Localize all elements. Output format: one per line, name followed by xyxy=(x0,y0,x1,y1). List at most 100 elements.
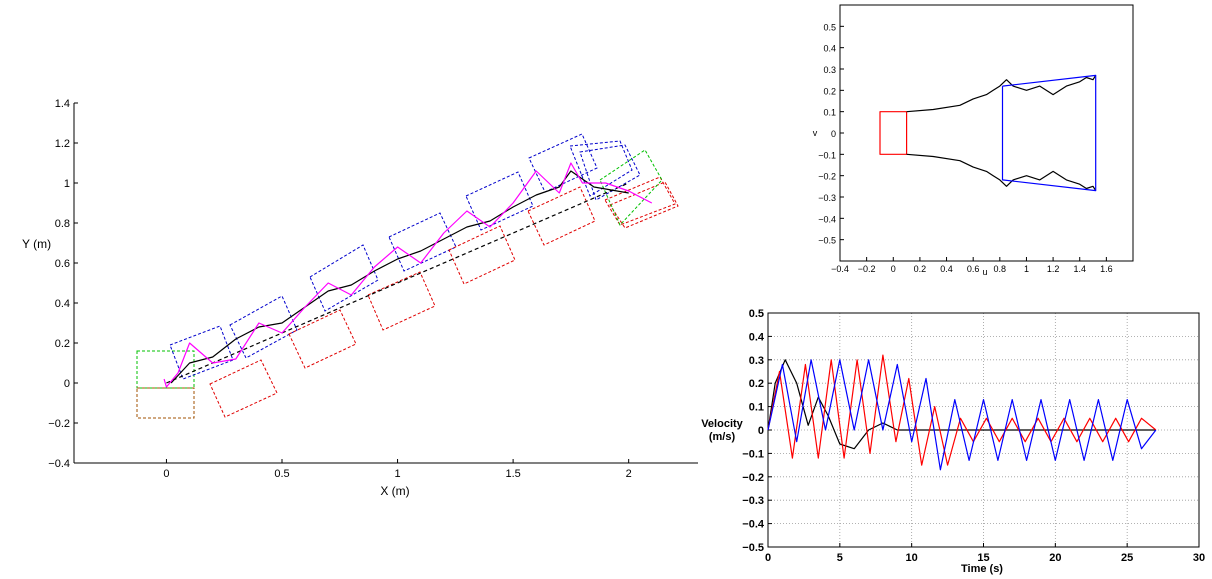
y-tick-label: −0.1 xyxy=(818,150,836,160)
y-axis-label-line1: Velocity xyxy=(701,418,743,430)
red-box xyxy=(527,186,596,246)
x-tick-labels: 0 5 10 15 20 25 30 xyxy=(765,543,1205,564)
y-axis-label: v xyxy=(813,128,818,138)
y-tick-label: −0.3 xyxy=(818,193,836,203)
series-line-1 xyxy=(767,354,1157,466)
velocity-plot: Time (s) Velocity (m/s) 0 5 10 15 20 25 30 −0.… xyxy=(701,308,1205,575)
red-box xyxy=(209,359,278,418)
red-boxes xyxy=(209,176,679,418)
x-tick-label: 0 xyxy=(163,468,169,480)
y-tick-label: 1 xyxy=(64,178,70,190)
y-tick-label: 0.3 xyxy=(749,355,764,367)
x-tick-label: −0.2 xyxy=(858,264,876,274)
x-tick-label: 25 xyxy=(1121,552,1133,564)
plot-frame xyxy=(839,4,1134,262)
y-tick-label: −0.4 xyxy=(818,214,836,224)
series-line-0 xyxy=(879,111,908,155)
blue-box xyxy=(528,133,598,193)
y-tick-label: −0.5 xyxy=(742,542,764,554)
series-line-2 xyxy=(767,359,1157,471)
x-tick-label: 0.5 xyxy=(274,468,289,480)
x-tick-labels: −0.4 −0.2 0 0.2 0.4 0.6 0.8 1 1.2 1.4 1.6 xyxy=(831,257,1113,274)
y-tick-label: −0.3 xyxy=(742,495,764,507)
y-tick-label: 0.5 xyxy=(749,308,764,320)
y-axis-label: Y (m) xyxy=(22,237,51,251)
blue-box xyxy=(569,140,633,197)
blue-box xyxy=(169,325,234,380)
y-tick-label: −0.4 xyxy=(742,519,765,531)
x-axis-label: X (m) xyxy=(380,484,409,498)
y-tick-label: 0.6 xyxy=(55,258,70,270)
blue-box xyxy=(229,295,298,359)
x-tick-label: 5 xyxy=(837,552,843,564)
y-tick-label: 0.3 xyxy=(823,65,836,75)
x-tick-label: 0 xyxy=(891,264,896,274)
series-line-0 xyxy=(767,359,1156,450)
y-tick-label: 0 xyxy=(758,425,764,437)
y-axis-label-line2: (m/s) xyxy=(709,431,736,443)
y-tick-label: 0 xyxy=(64,378,70,390)
x-tick-label: 30 xyxy=(1193,552,1205,564)
blue-box xyxy=(465,171,534,231)
y-tick-label: −0.4 xyxy=(48,458,70,470)
x-tick-label: 1.2 xyxy=(1047,264,1060,274)
x-tick-label: 0.6 xyxy=(967,264,980,274)
y-tick-label: −0.5 xyxy=(818,236,836,246)
y-tick-label: 0 xyxy=(831,129,836,139)
uv-plot: u v −0.4 −0.2 0 0.2 0.4 0.6 0.8 1 1.2 1.4 1.6 −0.5… xyxy=(813,4,1134,277)
x-tick-label: 10 xyxy=(906,552,918,564)
blue-box xyxy=(309,244,379,312)
uv-series xyxy=(879,74,1097,192)
red-box xyxy=(604,176,676,226)
robot-footprint-boxes xyxy=(136,133,679,419)
x-axis-label: Time (s) xyxy=(961,563,1003,575)
y-tick-label: 0.2 xyxy=(749,378,764,390)
x-tick-label: 0.4 xyxy=(940,264,953,274)
y-tick-label: 0.4 xyxy=(55,298,70,310)
series-line-2 xyxy=(163,162,653,388)
x-tick-label: 1.5 xyxy=(505,468,520,480)
y-tick-label: 0.1 xyxy=(749,402,764,414)
y-tick-label: 0.2 xyxy=(55,338,70,350)
y-tick-label: −0.2 xyxy=(742,472,764,484)
x-tick-label: 1 xyxy=(1024,264,1029,274)
y-tick-label: −0.2 xyxy=(48,418,70,430)
x-tick-label: 15 xyxy=(977,552,989,564)
series-line-1 xyxy=(166,182,629,384)
velocity-series xyxy=(767,354,1157,471)
start-box-brown xyxy=(136,387,195,419)
x-tick-label: −0.4 xyxy=(831,264,849,274)
y-tick-label: 0.5 xyxy=(823,22,836,32)
y-tick-label: 0.4 xyxy=(823,44,836,54)
trajectory-series xyxy=(163,162,653,388)
y-tick-label: 0.1 xyxy=(823,108,836,118)
y-tick-label: 0.4 xyxy=(749,331,765,343)
trajectory-plot: X (m) Y (m) 0 0.5 1 1.5 2 −0.4 −0.2 0 0.2 0.4 0.6… xyxy=(22,98,698,498)
series-line-1 xyxy=(906,75,1097,113)
y-tick-labels: −0.5 −0.4 −0.3 −0.2 −0.1 0 0.1 0.2 0.3 0.4 0.5 xyxy=(818,22,844,246)
y-tick-labels: −0.5 −0.4 −0.3 −0.2 −0.1 0 0.1 0.2 0.3 0.4 0.5 xyxy=(742,308,772,554)
y-tick-label: 0.8 xyxy=(55,218,70,230)
blue-box xyxy=(388,212,457,272)
y-tick-labels: −0.4 −0.2 0 0.2 0.4 0.6 0.8 1 1.2 1.4 xyxy=(48,98,78,470)
y-tick-label: 0.2 xyxy=(823,86,836,96)
start-box-green xyxy=(136,350,195,389)
y-tick-label: 1.4 xyxy=(55,98,70,110)
y-tick-label: −0.2 xyxy=(818,172,836,182)
x-tick-label: 0.2 xyxy=(914,264,927,274)
x-tick-label: 2 xyxy=(626,468,632,480)
x-tick-label: 1.4 xyxy=(1073,264,1086,274)
x-tick-label: 1.6 xyxy=(1100,264,1113,274)
red-box xyxy=(609,181,679,229)
red-box xyxy=(367,271,436,331)
x-tick-label: 1 xyxy=(394,468,400,480)
x-tick-labels: 0 0.5 1 1.5 2 xyxy=(163,459,632,480)
red-box xyxy=(288,309,357,369)
series-line-3 xyxy=(1001,74,1097,192)
x-tick-label: 0.8 xyxy=(994,264,1007,274)
series-line-2 xyxy=(906,153,1097,191)
x-axis-label: u xyxy=(982,267,987,277)
y-tick-label: 1.2 xyxy=(55,138,70,150)
y-tick-label: −0.1 xyxy=(742,448,764,460)
